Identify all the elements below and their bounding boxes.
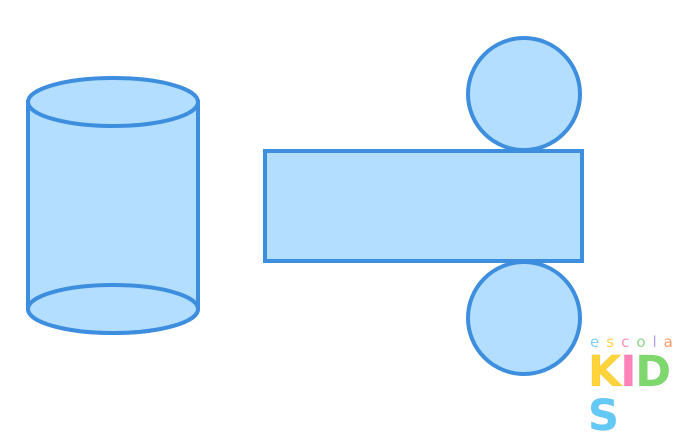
cylinder-top-ellipse (26, 76, 200, 128)
escola-kids-logo: escola KIDS (587, 334, 696, 441)
logo-top-letter: l (652, 333, 664, 351)
logo-top-text: escola (590, 334, 696, 350)
logo-bottom-letter: S (588, 391, 620, 441)
cylinder-bottom-ellipse (26, 283, 200, 335)
net-bottom-circle (466, 260, 582, 376)
logo-top-letter: a (663, 333, 680, 351)
net-rectangle (263, 149, 584, 263)
logo-bottom-letter: K (587, 347, 621, 397)
logo-bottom-letter: I (620, 347, 637, 397)
logo-top-letter: e (590, 333, 607, 351)
logo-top-letter: s (606, 333, 622, 351)
logo-bottom-letter: D (635, 347, 672, 397)
logo-top-letter: c (621, 333, 637, 351)
cylinder (26, 76, 200, 335)
logo-top-letter: o (636, 333, 653, 351)
diagram-canvas (26, 36, 584, 376)
logo-bottom-text: KIDS (587, 347, 696, 441)
net-top-circle (466, 36, 582, 152)
cylinder-net (263, 36, 584, 376)
